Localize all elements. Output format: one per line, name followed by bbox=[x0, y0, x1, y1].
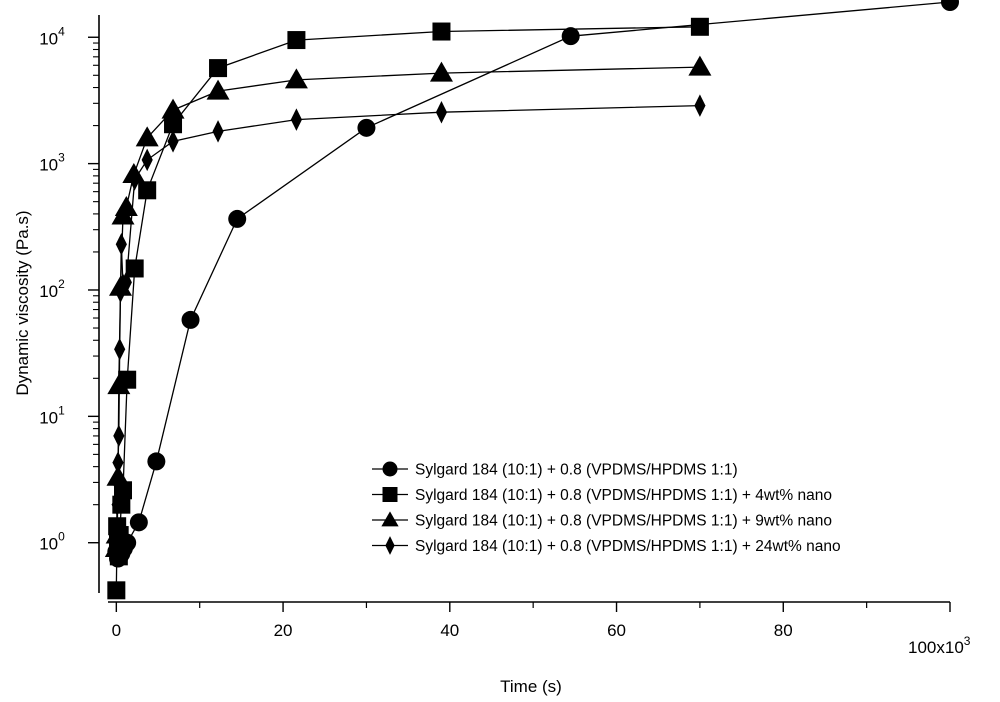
x-axis-multiplier: 100x103 bbox=[908, 634, 971, 657]
point-circle-6 bbox=[129, 513, 148, 532]
point-square-14 bbox=[690, 17, 709, 36]
point-circle-11 bbox=[561, 27, 580, 46]
x-tick-label-0: 0 bbox=[112, 621, 121, 640]
point-diamond-15 bbox=[435, 100, 448, 124]
legend: Sylgard 184 (10:1) + 0.8 (VPDMS/HPDMS 1:… bbox=[372, 461, 841, 555]
point-diamond-7 bbox=[115, 233, 127, 256]
legend-label-diamond: Sylgard 184 (10:1) + 0.8 (VPDMS/HPDMS 1:… bbox=[415, 538, 841, 555]
y-tick-label-1: 101 bbox=[39, 403, 65, 427]
point-diamond-10 bbox=[129, 168, 141, 191]
legend-label-triangle: Sylgard 184 (10:1) + 0.8 (VPDMS/HPDMS 1:… bbox=[415, 513, 832, 530]
point-diamond-16 bbox=[694, 94, 706, 117]
legend-marker-square bbox=[382, 487, 398, 502]
point-diamond-14 bbox=[290, 108, 302, 131]
x-axis-label: Time (s) bbox=[500, 677, 562, 696]
point-circle-8 bbox=[181, 310, 200, 329]
point-square-8 bbox=[125, 259, 144, 278]
legend-entry-circle: Sylgard 184 (10:1) + 0.8 (VPDMS/HPDMS 1:… bbox=[372, 461, 738, 479]
y-axis-label: Dynamic viscosity (Pa.s) bbox=[13, 210, 32, 395]
point-square-0 bbox=[107, 581, 126, 600]
y-ticks: 100 101 102 103 104 bbox=[39, 24, 99, 554]
axes: 0 20 40 60 80 100 101 102 103 104 bbox=[39, 15, 951, 640]
x-tick-label-1: 20 bbox=[274, 621, 293, 640]
x-tick-label-3: 60 bbox=[607, 621, 626, 640]
series-diamond bbox=[110, 94, 706, 549]
point-diamond-12 bbox=[167, 130, 179, 153]
y-tick-label-2: 102 bbox=[39, 277, 65, 301]
legend-entry-triangle: Sylgard 184 (10:1) + 0.8 (VPDMS/HPDMS 1:… bbox=[372, 511, 832, 530]
point-square-9 bbox=[138, 181, 157, 200]
series-triangle bbox=[104, 55, 712, 557]
legend-marker-triangle bbox=[381, 511, 399, 527]
x-tick-label-4: 80 bbox=[774, 621, 793, 640]
point-diamond-13 bbox=[212, 120, 224, 143]
y-tick-label-0: 100 bbox=[39, 530, 65, 554]
point-diamond-4 bbox=[113, 424, 125, 448]
x-axis-multiplier-base: 100x10 bbox=[908, 638, 964, 657]
point-triangle-8 bbox=[135, 126, 159, 147]
point-circle-12 bbox=[941, 0, 959, 12]
legend-entry-diamond: Sylgard 184 (10:1) + 0.8 (VPDMS/HPDMS 1:… bbox=[372, 536, 841, 555]
point-square-11 bbox=[209, 59, 228, 78]
series-circle bbox=[107, 0, 959, 568]
point-diamond-5 bbox=[114, 337, 126, 361]
point-triangle-10 bbox=[206, 79, 230, 100]
point-square-10 bbox=[164, 115, 183, 134]
point-triangle-6 bbox=[114, 195, 138, 216]
point-triangle-13 bbox=[688, 55, 712, 76]
y-tick-label-4: 104 bbox=[39, 24, 65, 48]
point-diamond-0 bbox=[110, 526, 122, 549]
point-diamond-2 bbox=[112, 471, 124, 494]
legend-marker-diamond bbox=[385, 536, 395, 555]
series-line-square bbox=[115, 26, 700, 591]
point-triangle-9 bbox=[161, 98, 185, 119]
y-tick-label-3: 103 bbox=[39, 151, 65, 175]
point-triangle-12 bbox=[429, 61, 453, 82]
point-square-13 bbox=[432, 22, 451, 41]
legend-label-circle: Sylgard 184 (10:1) + 0.8 (VPDMS/HPDMS 1:… bbox=[415, 462, 738, 479]
point-diamond-11 bbox=[141, 148, 153, 172]
x-tick-label-2: 40 bbox=[440, 621, 459, 640]
x-ticks: 0 20 40 60 80 bbox=[112, 602, 951, 640]
point-diamond-1 bbox=[111, 493, 123, 516]
point-circle-7 bbox=[147, 452, 166, 471]
x-axis-multiplier-exp: 3 bbox=[964, 634, 971, 648]
legend-label-square: Sylgard 184 (10:1) + 0.8 (VPDMS/HPDMS 1:… bbox=[415, 487, 832, 504]
point-square-12 bbox=[287, 31, 306, 50]
point-circle-10 bbox=[357, 118, 376, 137]
series-layer bbox=[104, 0, 959, 600]
point-triangle-11 bbox=[284, 68, 308, 89]
legend-marker-circle bbox=[382, 461, 398, 477]
point-circle-9 bbox=[228, 209, 247, 228]
legend-entry-square: Sylgard 184 (10:1) + 0.8 (VPDMS/HPDMS 1:… bbox=[372, 487, 832, 504]
point-diamond-9 bbox=[120, 271, 132, 294]
point-diamond-3 bbox=[112, 451, 124, 474]
